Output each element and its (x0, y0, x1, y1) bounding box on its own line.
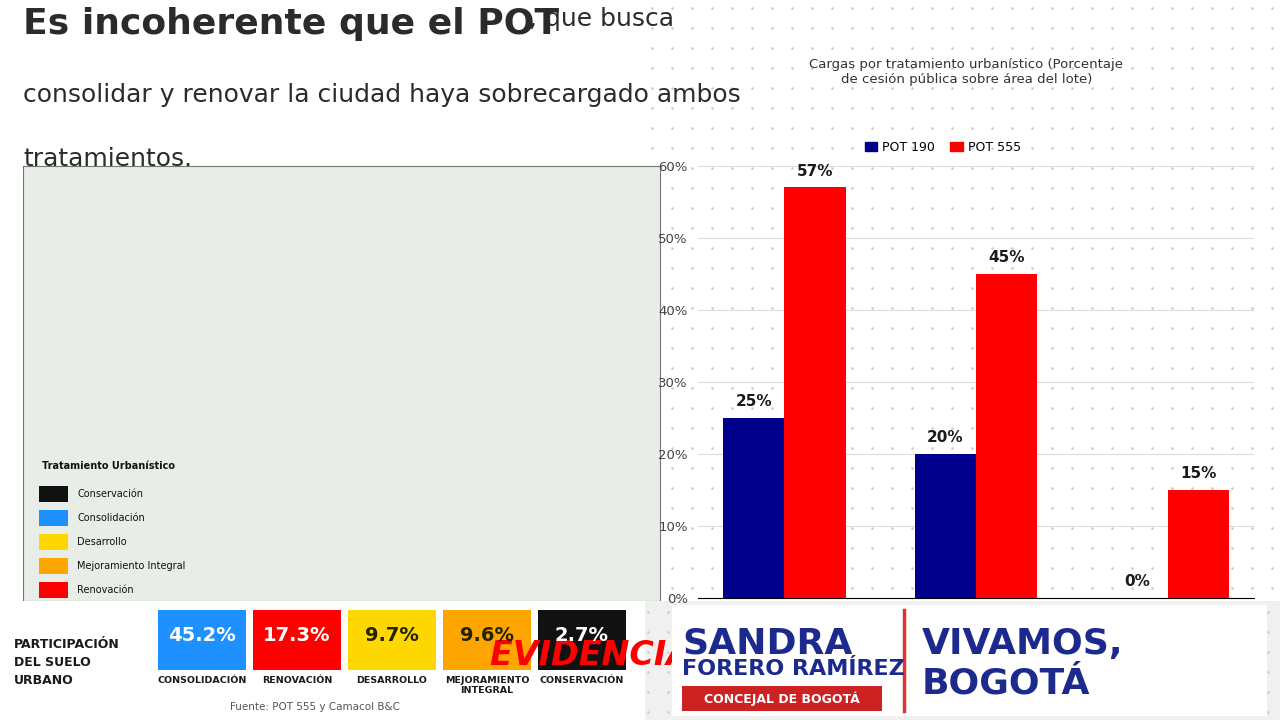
Text: MEJORAMIENTO: MEJORAMIENTO (444, 676, 529, 685)
Text: 45.2%: 45.2% (168, 626, 236, 645)
Bar (348, 610, 436, 670)
Bar (682, 685, 882, 711)
Text: Es incoherente que el POT: Es incoherente que el POT (23, 7, 559, 41)
Bar (253, 610, 340, 670)
Bar (0, 601, 645, 720)
Text: consolidar y renovar la ciudad haya sobrecargado ambos: consolidar y renovar la ciudad haya sobr… (23, 84, 741, 107)
Bar (977, 274, 1037, 598)
Bar (785, 187, 846, 598)
FancyBboxPatch shape (38, 534, 68, 550)
Text: EVIDENCIA 1: EVIDENCIA 1 (490, 639, 727, 672)
Bar (157, 610, 246, 670)
Text: Fuente: POT 555 y Camacol B&C: Fuente: POT 555 y Camacol B&C (230, 702, 399, 712)
Text: 2.7%: 2.7% (556, 626, 609, 645)
Bar (0, 0, 640, 595)
Text: INTEGRAL: INTEGRAL (461, 686, 513, 695)
Text: Consolidación: Consolidación (77, 513, 145, 523)
Bar (723, 418, 785, 598)
Text: 9.6%: 9.6% (460, 626, 515, 645)
Text: Renovación: Renovación (77, 585, 134, 595)
Text: CONSOLIDACIÓN: CONSOLIDACIÓN (157, 676, 247, 685)
FancyBboxPatch shape (38, 557, 68, 574)
Text: RENOVACIÓN: RENOVACIÓN (262, 676, 333, 685)
Text: PARTICIPACIÓN
DEL SUELO
URBANO: PARTICIPACIÓN DEL SUELO URBANO (14, 638, 120, 687)
Text: , que busca: , que busca (529, 7, 673, 31)
FancyBboxPatch shape (38, 486, 68, 503)
Bar (443, 610, 531, 670)
Text: FORERO RAMÍREZ: FORERO RAMÍREZ (682, 659, 905, 679)
Text: 20%: 20% (927, 430, 964, 445)
Text: Conservación: Conservación (77, 489, 143, 499)
Text: CONSERVACIÓN: CONSERVACIÓN (540, 676, 625, 685)
Text: DESARROLLO: DESARROLLO (357, 676, 428, 685)
Legend: POT 190, POT 555: POT 190, POT 555 (860, 136, 1025, 159)
Text: 9.7%: 9.7% (365, 626, 419, 645)
Bar (538, 610, 626, 670)
Text: Desarrollo: Desarrollo (77, 537, 127, 547)
FancyBboxPatch shape (38, 582, 68, 598)
Text: 25%: 25% (735, 394, 772, 409)
Text: 15%: 15% (1180, 466, 1216, 481)
Text: VIVAMOS,
BOGOTÁ: VIVAMOS, BOGOTÁ (922, 626, 1124, 700)
Text: 57%: 57% (796, 163, 833, 179)
Bar (1167, 490, 1229, 598)
FancyBboxPatch shape (38, 510, 68, 526)
Text: CONCEJAL DE BOGOTÁ: CONCEJAL DE BOGOTÁ (704, 691, 860, 706)
Text: Tratamiento Urbanístico: Tratamiento Urbanístico (42, 461, 175, 471)
Text: 45%: 45% (988, 250, 1025, 265)
Text: 0%: 0% (1124, 574, 1149, 589)
Text: Cargas por tratamiento urbanístico (Porcentaje
de cesión pública sobre área del : Cargas por tratamiento urbanístico (Porc… (809, 58, 1124, 86)
Bar (915, 454, 977, 598)
Text: tratamientos.: tratamientos. (23, 147, 192, 171)
Text: 17.3%: 17.3% (264, 626, 330, 645)
Text: Mejoramiento Integral: Mejoramiento Integral (77, 561, 186, 571)
Text: SANDRA: SANDRA (682, 626, 852, 661)
